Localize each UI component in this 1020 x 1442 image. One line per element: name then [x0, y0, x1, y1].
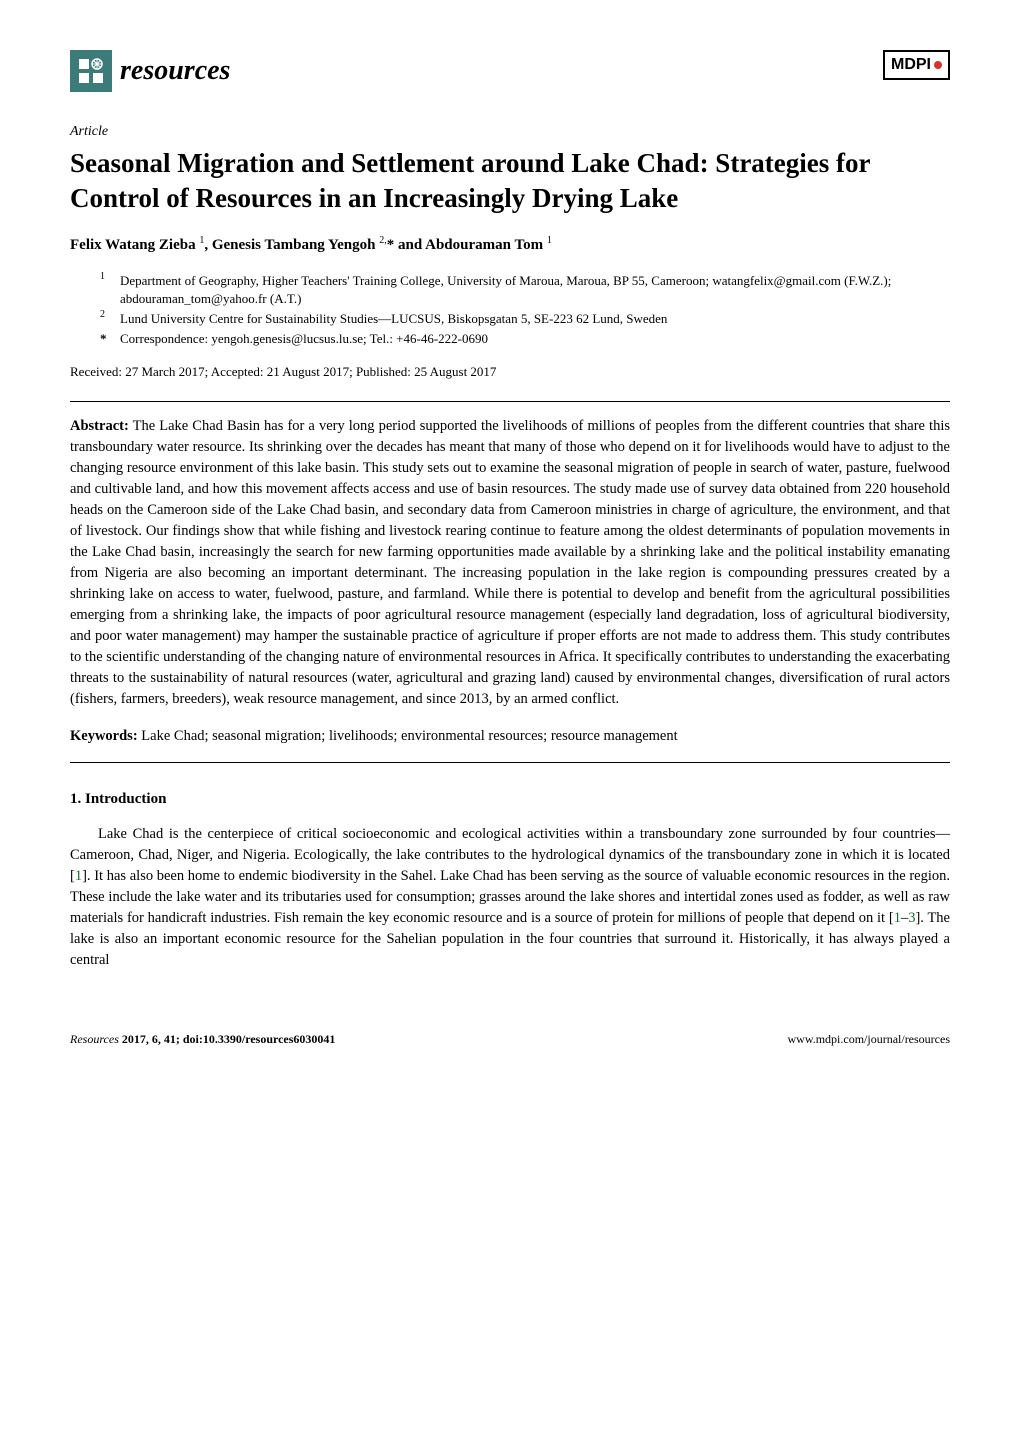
journal-icon [70, 50, 112, 92]
article-type: Article [70, 122, 950, 142]
resources-glyph-icon [77, 57, 105, 85]
footer-year-vol: 2017, 6, 41; doi:10.3390/resources603004… [119, 1032, 336, 1046]
citation-link[interactable]: 1 [894, 910, 901, 926]
keywords-label: Keywords: [70, 728, 138, 744]
section-heading-intro: 1. Introduction [70, 789, 950, 810]
abstract-block: Abstract: The Lake Chad Basin has for a … [70, 416, 950, 710]
affiliation-num: 1 [100, 270, 120, 306]
divider-line [70, 762, 950, 763]
journal-logo: resources [70, 50, 230, 92]
affiliation-row: 2 Lund University Centre for Sustainabil… [100, 310, 950, 328]
citation-link[interactable]: 1 [75, 868, 82, 884]
authors-line: Felix Watang Zieba 1, Genesis Tambang Ye… [70, 234, 950, 256]
correspondence-marker: * [100, 330, 120, 348]
footer-right[interactable]: www.mdpi.com/journal/resources [787, 1031, 950, 1048]
affiliation-row: * Correspondence: yengoh.genesis@lucsus.… [100, 330, 950, 348]
abstract-text: The Lake Chad Basin has for a very long … [70, 418, 950, 707]
paragraph-text: ]. It has also been home to endemic biod… [70, 868, 950, 926]
abstract-label: Abstract: [70, 418, 129, 434]
intro-paragraph: Lake Chad is the centerpiece of critical… [70, 824, 950, 971]
article-dates: Received: 27 March 2017; Accepted: 21 Au… [70, 363, 950, 381]
keywords-text: Lake Chad; seasonal migration; livelihoo… [141, 728, 677, 744]
mdpi-dot-icon [934, 61, 942, 69]
journal-name: resources [120, 51, 230, 90]
affiliation-row: 1 Department of Geography, Higher Teache… [100, 272, 950, 308]
article-title: Seasonal Migration and Settlement around… [70, 146, 950, 216]
footer-left: Resources 2017, 6, 41; doi:10.3390/resou… [70, 1031, 335, 1048]
divider-line [70, 401, 950, 402]
footer-journal: Resources [70, 1032, 119, 1046]
header-row: resources MDPI [70, 50, 950, 92]
correspondence-text: Correspondence: yengoh.genesis@lucsus.lu… [120, 330, 950, 348]
affiliation-num: 2 [100, 308, 120, 326]
mdpi-text: MDPI [891, 54, 931, 76]
affiliation-text: Department of Geography, Higher Teachers… [120, 272, 950, 308]
publisher-logo: MDPI [883, 50, 950, 80]
affiliations-block: 1 Department of Geography, Higher Teache… [70, 272, 950, 349]
footer-row: Resources 2017, 6, 41; doi:10.3390/resou… [70, 1031, 950, 1048]
keywords-block: Keywords: Lake Chad; seasonal migration;… [70, 726, 950, 746]
affiliation-text: Lund University Centre for Sustainabilit… [120, 310, 950, 328]
